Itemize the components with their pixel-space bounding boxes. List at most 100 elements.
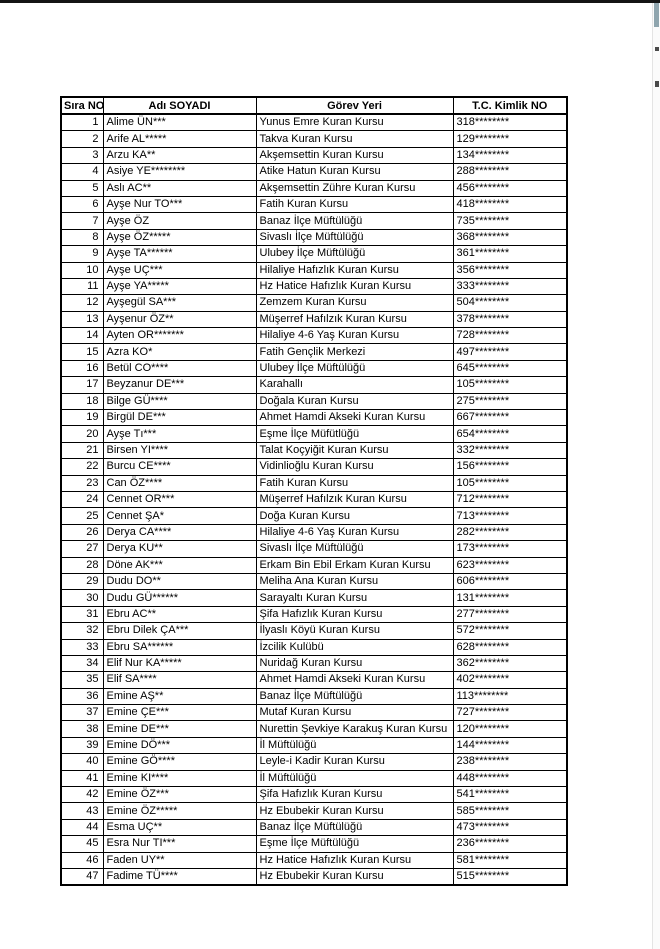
cell-sira-no: 41: [60, 769, 104, 788]
cell-kimlik-no: 105********: [452, 474, 568, 492]
cell-gorev-yeri: Fatih Gençlik Merkezi: [255, 343, 454, 361]
cell-gorev-yeri: Hz Ebubekir Kuran Kursu: [255, 867, 454, 886]
cell-adi-soyadi: Ayşenur ÖZ**: [102, 310, 257, 329]
cell-sira-no: 3: [60, 146, 104, 165]
cell-gorev-yeri: Ahmet Hamdi Akseki Kuran Kursu: [255, 671, 454, 689]
cell-adi-soyadi: Beyzanur DE***: [102, 376, 257, 394]
cell-kimlik-no: 378********: [452, 310, 568, 329]
table-header-row: Sıra NO Adı SOYADI Görev Yeri T.C. Kimli…: [60, 96, 568, 115]
cell-sira-no: 28: [60, 556, 104, 574]
cell-kimlik-no: 628********: [452, 638, 568, 656]
cell-gorev-yeri: İlyaslı Köyü Kuran Kursu: [255, 622, 454, 640]
cell-kimlik-no: 105********: [452, 376, 568, 394]
cell-adi-soyadi: Ebru Dilek ÇA***: [102, 622, 257, 640]
cell-kimlik-no: 728********: [452, 327, 568, 345]
table-row: 19 Birgül DE*** Ahmet Hamdi Akseki Kuran K…: [60, 409, 568, 427]
header-sira-no: Sıra NO: [60, 96, 104, 115]
cell-sira-no: 4: [60, 163, 104, 181]
cell-gorev-yeri: Nuridağ Kuran Kursu: [255, 654, 454, 673]
cell-adi-soyadi: Ayşe Tı***: [102, 425, 257, 443]
cell-sira-no: 35: [60, 671, 104, 689]
cell-gorev-yeri: Banaz İlçe Müftülüğü: [255, 818, 454, 837]
cell-gorev-yeri: Nurettin Şevkiye Karakuş Kuran Kursu: [255, 720, 454, 738]
cell-adi-soyadi: Ayşe ÖZ*****: [102, 228, 257, 247]
table-row: 31 Ebru AC** Şifa Hafızlık Kuran Kursu 277*…: [60, 605, 568, 624]
cell-gorev-yeri: Akşemsettin Kuran Kursu: [255, 146, 454, 165]
personnel-table: Sıra NO Adı SOYADI Görev Yeri T.C. Kimli…: [60, 96, 568, 887]
scrollbar-track[interactable]: [652, 3, 660, 949]
table-row: 36 Emine AŞ** Banaz İlçe Müftülüğü 113*****…: [60, 687, 568, 706]
cell-adi-soyadi: Elif Nur KA*****: [102, 654, 257, 673]
cell-kimlik-no: 504********: [452, 294, 568, 312]
cell-kimlik-no: 727********: [452, 704, 568, 722]
cell-kimlik-no: 497********: [452, 343, 568, 361]
cell-sira-no: 15: [60, 343, 104, 361]
table-row: 22 Burcu CE**** Vidinlioğlu Kuran Kursu 156…: [60, 458, 568, 476]
cell-gorev-yeri: Mutaf Kuran Kursu: [255, 704, 454, 722]
cell-adi-soyadi: Ayşe ÖZ: [102, 212, 257, 230]
cell-sira-no: 9: [60, 245, 104, 263]
cell-kimlik-no: 332********: [452, 441, 568, 460]
cell-adi-soyadi: Arife AL*****: [102, 130, 257, 148]
cell-gorev-yeri: Müşerref Hafılzık Kuran Kursu: [255, 310, 454, 329]
cell-adi-soyadi: Emine ÖZ*****: [102, 802, 257, 820]
cell-sira-no: 29: [60, 572, 104, 591]
cell-kimlik-no: 173********: [452, 540, 568, 558]
cell-gorev-yeri: Hilaliye 4-6 Yaş Kuran Kursu: [255, 327, 454, 345]
table-body: 1 Alime ÜN*** Yunus Emre Kuran Kursu 318***…: [60, 113, 568, 886]
cell-gorev-yeri: Ulubey İlçe Müftülüğü: [255, 245, 454, 263]
cell-kimlik-no: 713********: [452, 507, 568, 525]
cell-gorev-yeri: Ahmet Hamdi Akseki Kuran Kursu: [255, 409, 454, 427]
cell-kimlik-no: 606********: [452, 572, 568, 591]
cell-kimlik-no: 361********: [452, 245, 568, 263]
cell-sira-no: 13: [60, 310, 104, 329]
cell-gorev-yeri: Hz Hatice Hafızlık Kuran Kursu: [255, 277, 454, 296]
table-row: 6 Ayşe Nur TO*** Fatih Kuran Kursu 418*****…: [60, 195, 568, 214]
cell-sira-no: 23: [60, 474, 104, 492]
cell-gorev-yeri: Banaz İlçe Müftülüğü: [255, 687, 454, 706]
cell-gorev-yeri: İzcilik Kulübü: [255, 638, 454, 656]
cell-sira-no: 14: [60, 327, 104, 345]
table-row: 20 Ayşe Tı*** Eşme İlçe Müfütlüğü 654******…: [60, 425, 568, 443]
cell-gorev-yeri: Sarayaltı Kuran Kursu: [255, 589, 454, 607]
cell-sira-no: 39: [60, 736, 104, 755]
table-row: 25 Cennet ŞA* Doğa Kuran Kursu 713********: [60, 507, 568, 525]
scrollbar-thumb[interactable]: [654, 3, 659, 27]
cell-sira-no: 18: [60, 392, 104, 411]
cell-adi-soyadi: Burcu CE****: [102, 458, 257, 476]
table-row: 40 Emine GÖ**** Leyle-i Kadir Kuran Kursu 2…: [60, 753, 568, 771]
cell-kimlik-no: 277********: [452, 605, 568, 624]
cell-sira-no: 22: [60, 458, 104, 476]
header-kimlik-no: T.C. Kimlik NO: [452, 96, 568, 115]
cell-sira-no: 7: [60, 212, 104, 230]
cell-adi-soyadi: Emine GÖ****: [102, 753, 257, 771]
cell-kimlik-no: 288********: [452, 163, 568, 181]
cell-gorev-yeri: Ulubey İlçe Müftülüğü: [255, 359, 454, 378]
cell-gorev-yeri: Şifa Hafızlık Kuran Kursu: [255, 786, 454, 804]
table-row: 41 Emine KI**** İl Müftülüğü 448********: [60, 769, 568, 788]
cell-kimlik-no: 645********: [452, 359, 568, 378]
cell-adi-soyadi: Can ÖZ****: [102, 474, 257, 492]
cell-adi-soyadi: Ebru SA******: [102, 638, 257, 656]
table-row: 27 Derya KU** Sivaslı İlçe Müftülüğü 173***…: [60, 540, 568, 558]
table-row: 1 Alime ÜN*** Yunus Emre Kuran Kursu 318***…: [60, 113, 568, 132]
cell-kimlik-no: 144********: [452, 736, 568, 755]
table-row: 3 Arzu KA** Akşemsettin Kuran Kursu 134****…: [60, 146, 568, 165]
table-row: 28 Döne AK*** Erkam Bin Ebil Erkam Kuran K…: [60, 556, 568, 574]
cell-gorev-yeri: Sivaslı İlçe Müftülüğü: [255, 540, 454, 558]
cell-sira-no: 31: [60, 605, 104, 624]
cell-kimlik-no: 654********: [452, 425, 568, 443]
cell-gorev-yeri: Karahallı: [255, 376, 454, 394]
table-row: 42 Emine ÖZ*** Şifa Hafızlık Kuran Kursu 54…: [60, 786, 568, 804]
cell-kimlik-no: 129********: [452, 130, 568, 148]
table-row: 33 Ebru SA****** İzcilik Kulübü 628********: [60, 638, 568, 656]
cell-adi-soyadi: Emine DE***: [102, 720, 257, 738]
cell-adi-soyadi: Esra Nur TI***: [102, 835, 257, 853]
table-row: 10 Ayşe UÇ*** Hilaliye Hafızlık Kuran Kurs…: [60, 261, 568, 279]
cell-sira-no: 24: [60, 490, 104, 509]
cell-gorev-yeri: Eşme İlçe Müftülüğü: [255, 835, 454, 853]
cell-adi-soyadi: Elif SA****: [102, 671, 257, 689]
cell-gorev-yeri: Leyle-i Kadir Kuran Kursu: [255, 753, 454, 771]
cell-kimlik-no: 333********: [452, 277, 568, 296]
cell-adi-soyadi: Fadime TÜ****: [102, 867, 257, 886]
